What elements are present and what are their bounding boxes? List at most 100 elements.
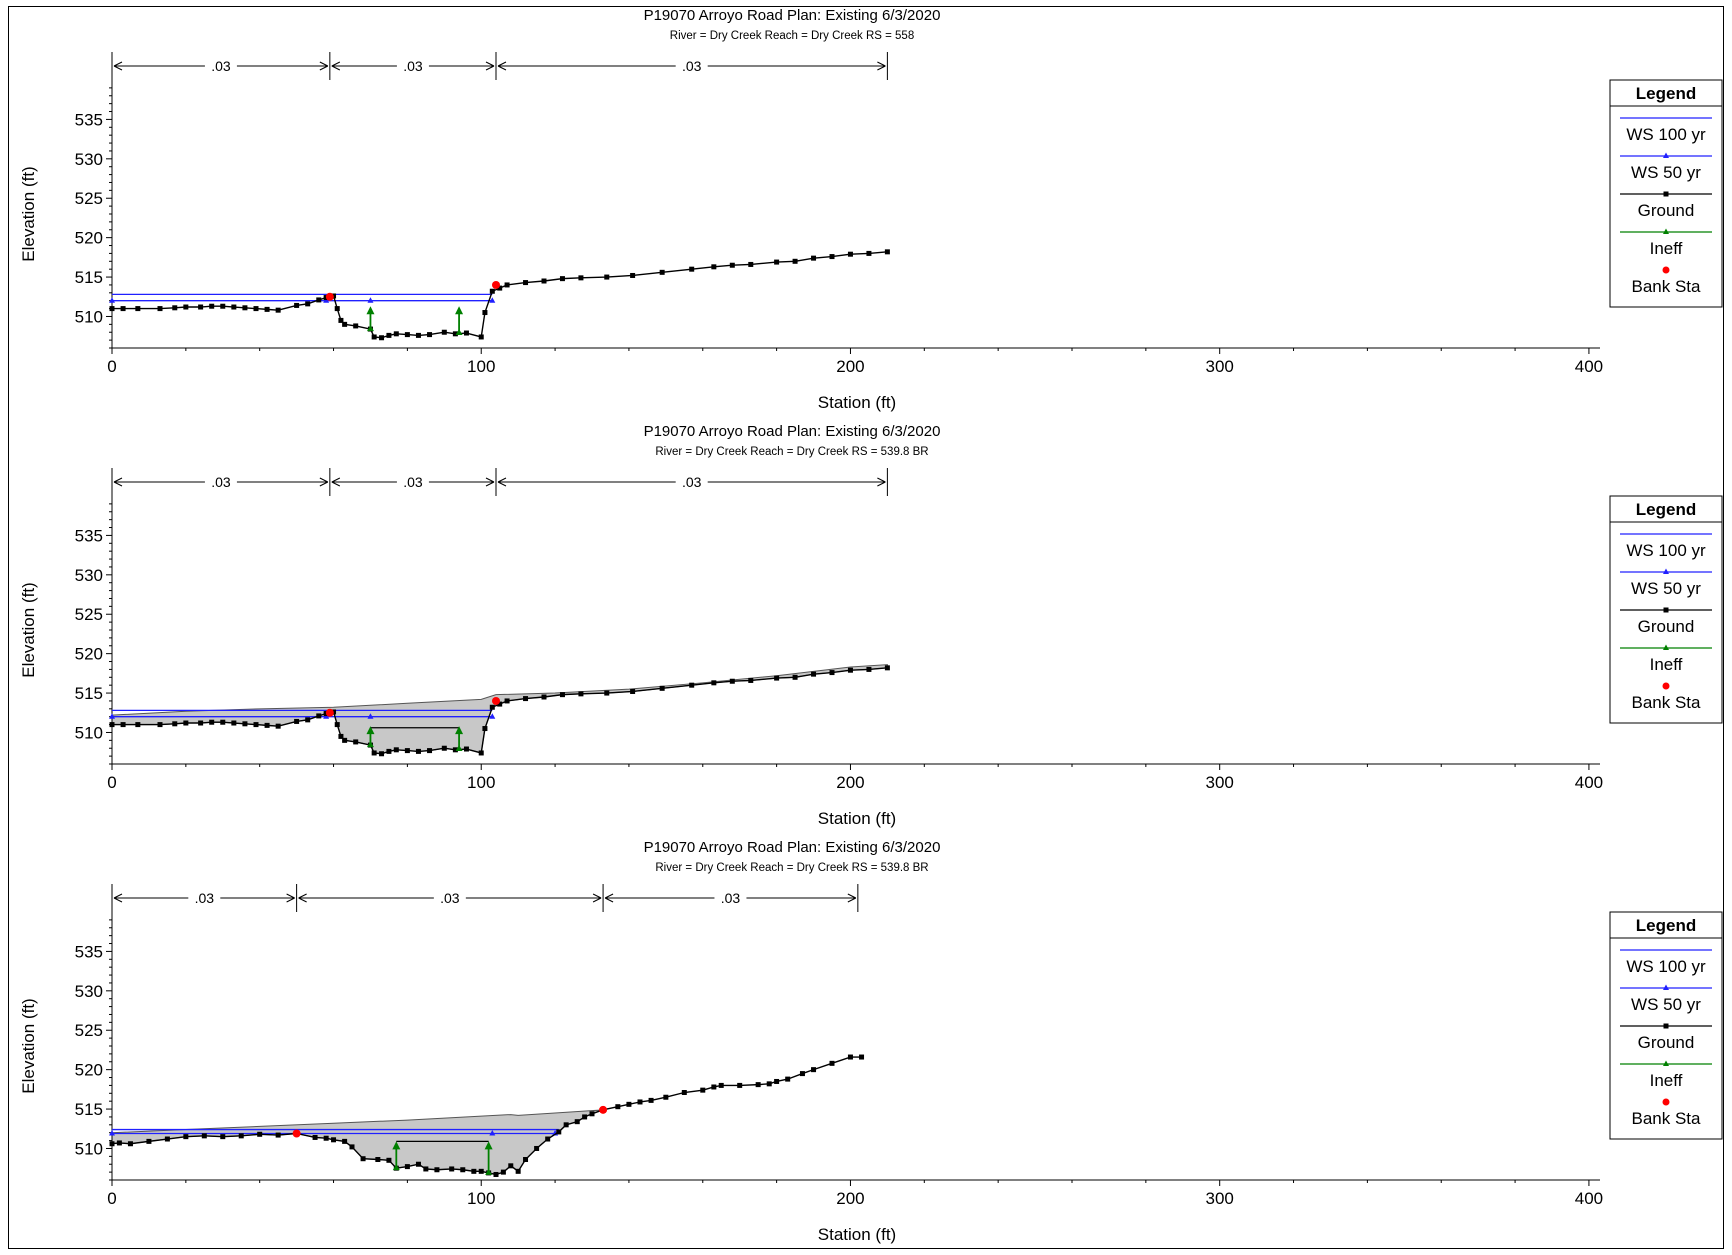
legend-ineff-symbol-marker <box>1663 1060 1669 1066</box>
ineff-base-marker <box>455 329 463 336</box>
y-tick-label: 535 <box>75 942 103 961</box>
ws-50yr-marker <box>489 1129 496 1136</box>
manning-arrowhead <box>485 61 495 71</box>
ground-point <box>663 1094 669 1100</box>
ground-point <box>523 280 529 286</box>
ground-point <box>253 306 259 312</box>
ground-point <box>312 1134 318 1140</box>
manning-n-label: .03 <box>403 474 423 490</box>
ground-point <box>504 282 510 288</box>
ground-point <box>109 306 115 312</box>
ground-point <box>353 739 359 745</box>
ground-point <box>659 685 665 691</box>
bank-station-marker <box>599 1105 608 1114</box>
ground-point <box>748 261 754 267</box>
ground-point <box>253 722 259 728</box>
legend-item-label: Ineff <box>1650 1071 1683 1090</box>
x-tick-label: 100 <box>467 773 495 792</box>
ground-point <box>427 332 433 338</box>
ground-point <box>109 1141 115 1147</box>
y-tick-label: 525 <box>75 1021 103 1040</box>
legend-ineff-symbol-marker <box>1663 228 1669 234</box>
cross-section-panel-rs-558: P19070 Arroyo Road Plan: Existing 6/3/20… <box>19 7 1723 412</box>
ground-point <box>220 1134 226 1140</box>
ground-point <box>500 1169 506 1175</box>
ground-point <box>342 321 348 327</box>
legend-item-label: Ineff <box>1650 655 1683 674</box>
ground-point <box>294 302 300 308</box>
ground-point <box>582 1114 588 1120</box>
ground-point <box>508 1163 514 1169</box>
ground-point <box>774 1078 780 1084</box>
ground-point <box>323 1135 329 1141</box>
ineff-base-marker <box>366 325 374 332</box>
manning-arrowhead <box>877 61 886 71</box>
y-tick-label: 510 <box>75 723 103 742</box>
ground-point <box>264 306 270 312</box>
ground-point <box>460 1167 466 1173</box>
ground-point <box>238 1133 244 1139</box>
ground-point <box>198 720 204 726</box>
x-tick-label: 300 <box>1206 1189 1234 1208</box>
x-tick-label: 300 <box>1206 357 1234 376</box>
ground-point <box>559 692 565 698</box>
ground-point <box>774 259 780 265</box>
ineff-base-marker <box>392 1164 400 1171</box>
x-tick-label: 200 <box>836 357 864 376</box>
ws-50yr-marker <box>367 713 374 719</box>
ground-point <box>866 666 872 672</box>
ground-point <box>441 745 447 751</box>
plot-title: P19070 Arroyo Road Plan: Existing 6/3/20… <box>644 839 941 856</box>
ground-point <box>183 1134 189 1140</box>
ground-point <box>755 1082 761 1088</box>
ground-point <box>172 721 178 727</box>
ground-point <box>386 1157 392 1163</box>
plot-subtitle: River = Dry Creek Reach = Dry Creek RS =… <box>655 862 928 874</box>
ground-point <box>578 275 584 281</box>
ws-50yr-marker <box>367 297 374 303</box>
bridge-deck-fill <box>111 1109 604 1175</box>
legend-ws50-symbol-marker <box>1663 984 1669 990</box>
manning-arrowhead <box>497 61 507 71</box>
ground-point <box>729 678 735 684</box>
ground-point <box>497 285 503 291</box>
ground-point <box>523 1157 529 1163</box>
manning-n-label: .03 <box>682 474 702 490</box>
legend: Legend WS 100 yr WS 50 yr Ground Ineff Bank S… <box>1609 79 1723 308</box>
legend-bank-symbol <box>1662 1098 1670 1106</box>
manning-arrowhead <box>113 893 123 903</box>
ground-point <box>434 1167 440 1173</box>
ground-point <box>371 334 377 340</box>
ground-point <box>135 722 141 728</box>
ground-point <box>748 677 754 683</box>
ground-point <box>689 266 695 272</box>
legend-title: Legend <box>1636 916 1696 935</box>
ground-point <box>711 1084 717 1090</box>
ground-point <box>375 1157 381 1163</box>
ground-point <box>478 1168 484 1174</box>
ground-point <box>463 746 469 752</box>
ground-point <box>718 1082 724 1088</box>
legend-item-label: WS 100 yr <box>1626 541 1706 560</box>
ground-point <box>127 1141 133 1147</box>
y-tick-label: 515 <box>75 1100 103 1119</box>
legend-title: Legend <box>1636 84 1696 103</box>
manning-n-label: .03 <box>211 58 231 74</box>
legend-ws50-symbol-marker <box>1663 152 1669 158</box>
y-tick-label: 530 <box>75 150 103 169</box>
legend-item-label: Ground <box>1638 617 1695 636</box>
ground-point <box>604 274 610 280</box>
ground-point <box>342 737 348 743</box>
manning-arrowhead <box>113 477 123 487</box>
manning-arrowhead <box>485 477 495 487</box>
ground-point <box>242 721 248 727</box>
manning-arrowhead <box>113 61 123 71</box>
x-axis-label: Station (ft) <box>818 809 896 828</box>
ground-point <box>393 747 399 753</box>
ineff-arrowhead <box>455 306 464 315</box>
ground-point <box>231 304 237 310</box>
ground-point <box>441 329 447 335</box>
ground-point <box>504 698 510 704</box>
x-axis-label: Station (ft) <box>818 393 896 412</box>
ground-point <box>482 726 488 732</box>
